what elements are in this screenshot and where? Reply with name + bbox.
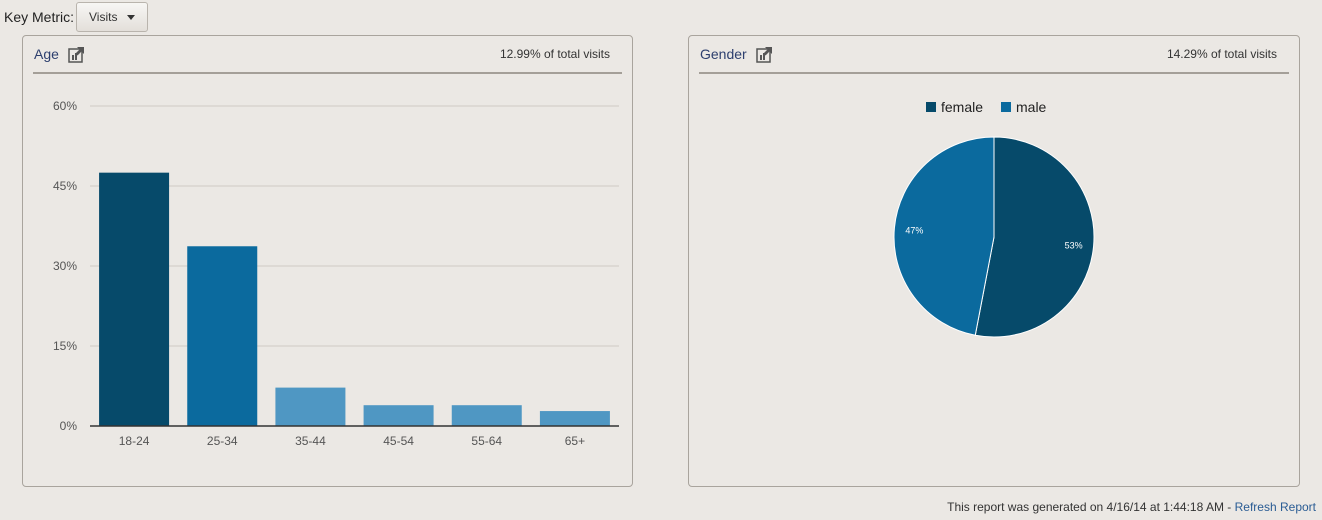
report-generated-text: This report was generated on 4/16/14 at … [947, 500, 1235, 514]
x-tick-label: 25-34 [207, 434, 238, 448]
pie-slice-label: 47% [905, 225, 923, 235]
pie-slice [893, 136, 995, 336]
x-tick-label: 18-24 [119, 434, 150, 448]
bar [275, 387, 346, 426]
legend-swatch [926, 102, 936, 112]
key-metric: Key Metric: Visits [4, 1, 149, 33]
gender-pie-chart: 53% 47% female male [893, 99, 1095, 338]
y-tick-label: 0% [60, 419, 78, 433]
key-metric-dropdown[interactable]: Visits [76, 2, 149, 32]
key-metric-selected: Visits [89, 10, 118, 24]
age-bar-chart: 60% 45% 30% 15% 0% 18-24 25-34 35-44 45-54 55-64 6… [53, 99, 619, 448]
x-tick-label: 65+ [565, 434, 585, 448]
gender-share-text: 14.29% of total visits [1166, 47, 1277, 61]
export-icon[interactable] [755, 46, 773, 63]
key-metric-label: Key Metric: [4, 9, 75, 25]
pie-slice-label: 53% [1065, 241, 1083, 251]
bar [99, 172, 170, 426]
gender-panel: Gender 14.29% of total visits 53% 47% fema… [688, 35, 1300, 487]
age-share-text: 12.99% of total visits [499, 47, 610, 61]
y-tick-label: 60% [53, 99, 77, 113]
x-tick-label: 55-64 [471, 434, 502, 448]
age-panel-title[interactable]: Age [34, 46, 59, 62]
y-tick-label: 15% [53, 339, 77, 353]
y-tick-label: 30% [53, 259, 77, 273]
export-icon[interactable] [68, 46, 85, 63]
y-tick-label: 45% [53, 179, 77, 193]
x-tick-label: 45-54 [383, 434, 414, 448]
age-panel-header: Age 12.99% of total visits [33, 36, 622, 74]
pie-legend: female male [926, 99, 1047, 115]
bar [363, 405, 434, 426]
pie-slice [974, 136, 1095, 338]
x-tick-label: 35-44 [295, 434, 326, 448]
caret-down-icon [127, 14, 136, 20]
legend-label: female [941, 99, 983, 115]
legend-label: male [1016, 99, 1047, 115]
bar [187, 246, 258, 426]
bar [539, 411, 610, 426]
refresh-report-link[interactable]: Refresh Report [1234, 500, 1316, 514]
legend-swatch [1001, 102, 1011, 112]
gender-panel-header: Gender 14.29% of total visits [699, 36, 1289, 74]
age-panel: Age 12.99% of total visits 60% 45% 30% 15% 0… [22, 35, 633, 487]
report-footer: This report was generated on 4/16/14 at … [947, 500, 1316, 514]
bar [451, 405, 522, 426]
gender-panel-title[interactable]: Gender [700, 46, 747, 62]
